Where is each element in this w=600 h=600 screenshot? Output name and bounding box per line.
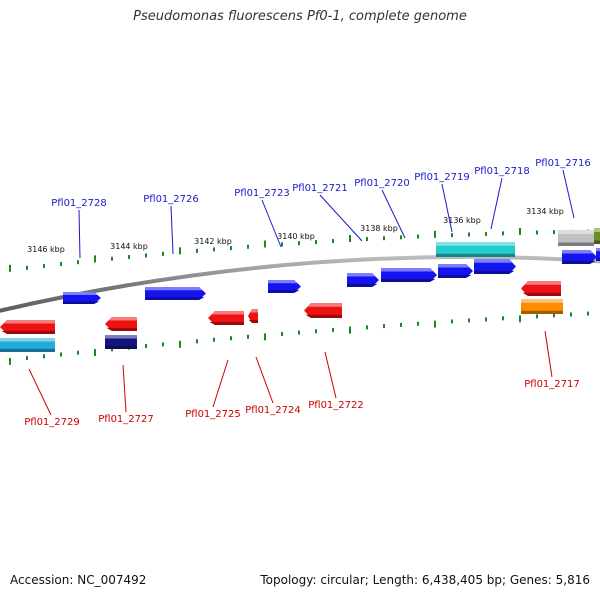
gene-label[interactable]: Pfl01_2724 <box>245 405 301 416</box>
callout-line <box>441 183 453 233</box>
gene-label[interactable]: Pfl01_2722 <box>308 400 364 411</box>
callout-line <box>490 177 503 230</box>
cyan-feature[interactable] <box>436 242 515 257</box>
gene-arrow-pfl01-2716[interactable] <box>562 250 597 264</box>
gene-arrow-pfl01-2717[interactable] <box>521 281 561 296</box>
gene-arrow-offscreen[interactable] <box>596 248 600 261</box>
genome-summary-text: Topology: circular; Length: 6,438,405 bp… <box>260 573 590 587</box>
gene-label[interactable]: Pfl01_2718 <box>474 166 530 177</box>
callout-line <box>212 359 229 408</box>
gene-arrow-pfl01-2726[interactable] <box>145 287 206 300</box>
callout-line <box>122 364 127 413</box>
gene-features[interactable] <box>0 228 600 352</box>
scale-label: 3142 kbp <box>194 237 232 246</box>
gene-label[interactable]: Pfl01_2719 <box>414 172 470 183</box>
gene-label[interactable]: Pfl01_2723 <box>234 188 290 199</box>
gene-arrow-pfl01-2718[interactable] <box>474 259 516 274</box>
gene-arrow-pfl01-2725[interactable] <box>208 311 244 325</box>
gene-label[interactable]: Pfl01_2728 <box>51 198 107 209</box>
genome-title: Pseudomonas fluorescens Pf0-1, complete … <box>133 9 467 24</box>
callout-line <box>255 356 274 404</box>
accession-text: Accession: NC_007492 <box>10 573 147 587</box>
orange-feature[interactable] <box>521 299 563 314</box>
callout-line <box>28 368 52 416</box>
callout-line <box>78 209 81 259</box>
gene-arrow-pfl01-2729[interactable] <box>0 320 55 334</box>
gene-arrow-pfl01-2720[interactable] <box>381 268 437 282</box>
scale-label: 3146 kbp <box>27 245 65 254</box>
gene-arrow-pfl01-2727[interactable] <box>105 317 137 331</box>
scale-label: 3138 kbp <box>360 224 398 233</box>
scale-label: 3134 kbp <box>526 207 564 216</box>
callout-line <box>544 330 553 378</box>
scale-labels: 3146 kbp 3144 kbp 3142 kbp 3140 kbp 3138 kbp… <box>27 207 564 254</box>
scale-ticks-bottom <box>9 311 589 365</box>
gene-label[interactable]: Pfl01_2729 <box>24 417 80 428</box>
gene-arrow-pfl01-2722[interactable] <box>304 303 342 318</box>
gene-label[interactable]: Pfl01_2717 <box>524 379 580 390</box>
callout-line <box>381 189 406 239</box>
callout-line <box>324 351 337 399</box>
gene-arrow-pfl01-2728[interactable] <box>63 292 101 304</box>
scale-ticks-top <box>9 227 589 272</box>
gene-arrow-pfl01-2721[interactable] <box>347 273 379 287</box>
scale-label: 3144 kbp <box>110 242 148 251</box>
navy-feature[interactable] <box>105 335 137 349</box>
gene-label[interactable]: Pfl01_2720 <box>354 178 410 189</box>
olive-feature[interactable] <box>594 228 600 244</box>
gene-label[interactable]: Pfl01_2725 <box>185 409 241 420</box>
callout-line <box>319 194 363 242</box>
callout-line <box>170 205 174 255</box>
callout-line <box>562 169 575 219</box>
gene-callouts <box>28 169 575 416</box>
gray-feature[interactable] <box>558 230 594 246</box>
gene-arrow-pfl01-2724[interactable] <box>248 309 258 323</box>
callout-line <box>261 199 282 248</box>
scale-label: 3140 kbp <box>277 232 315 241</box>
gene-label[interactable]: Pfl01_2721 <box>292 183 348 194</box>
gene-arrow-pfl01-2723[interactable] <box>268 280 301 293</box>
gene-label[interactable]: Pfl01_2727 <box>98 414 154 425</box>
gene-labels[interactable]: Pfl01_2728 Pfl01_2726 Pfl01_2723 Pfl01_2721… <box>24 158 591 428</box>
gene-label[interactable]: Pfl01_2726 <box>143 194 199 205</box>
gene-label[interactable]: Pfl01_2716 <box>535 158 591 169</box>
gene-arrow-pfl01-2719[interactable] <box>438 264 473 278</box>
cyan-feature[interactable] <box>0 338 55 352</box>
scale-label: 3136 kbp <box>443 216 481 225</box>
